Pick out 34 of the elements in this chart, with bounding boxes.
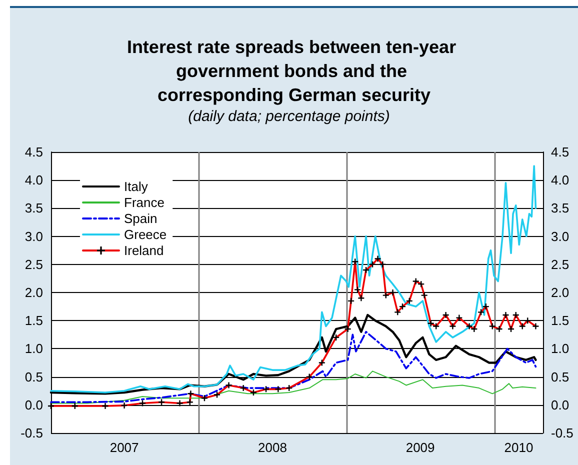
- y2-tick-label: -0.5: [551, 426, 574, 440]
- x-tick-label: 2007: [110, 440, 139, 455]
- y-tick-label: 1.5: [24, 313, 43, 328]
- x-tick-label: 2010: [504, 440, 534, 455]
- y-tick-label: -0.5: [20, 426, 43, 440]
- y2-tick-label: 3.0: [551, 228, 570, 244]
- y2-tick-label: 1.0: [551, 341, 570, 356]
- y2-tick-label: 0.0: [551, 397, 570, 412]
- y2-tick-label: 1.5: [551, 313, 570, 328]
- y-tick-label: 4.5: [24, 144, 43, 160]
- chart-title: Interest rate spreads between ten-year government bonds and the corresponding German security: [126, 37, 462, 105]
- legend-label: Greece: [124, 227, 167, 242]
- x-tick-label: 2008: [258, 440, 287, 455]
- y2-tick-label: 2.0: [551, 285, 570, 300]
- y-tick-label: 3.0: [24, 228, 43, 244]
- y-tick-label: 2.0: [24, 285, 43, 300]
- line-series: [50, 165, 537, 394]
- y2-tick-label: 2.5: [551, 256, 570, 272]
- y-tick-label: 2.5: [24, 256, 43, 272]
- legend-label: France: [124, 195, 164, 210]
- y2-tick-label: 4.5: [551, 144, 570, 160]
- x-tick-label: 2009: [406, 440, 435, 455]
- y2-tick-label: 3.5: [551, 200, 570, 216]
- y-tick-label: 0.5: [24, 369, 43, 384]
- legend-label: Spain: [124, 211, 158, 226]
- legend-label: Ireland: [124, 243, 164, 258]
- y-tick-label: 4.0: [24, 172, 43, 188]
- y2-tick-label: 0.5: [551, 369, 570, 384]
- legend-label: Italy: [124, 179, 148, 194]
- y-tick-label: 0.0: [24, 397, 43, 412]
- y-tick-label: 3.5: [24, 200, 43, 216]
- y-tick-label: 1.0: [24, 341, 43, 356]
- y2-tick-label: 4.0: [551, 172, 570, 188]
- chart-subtitle: (daily data; percentage points): [188, 108, 390, 125]
